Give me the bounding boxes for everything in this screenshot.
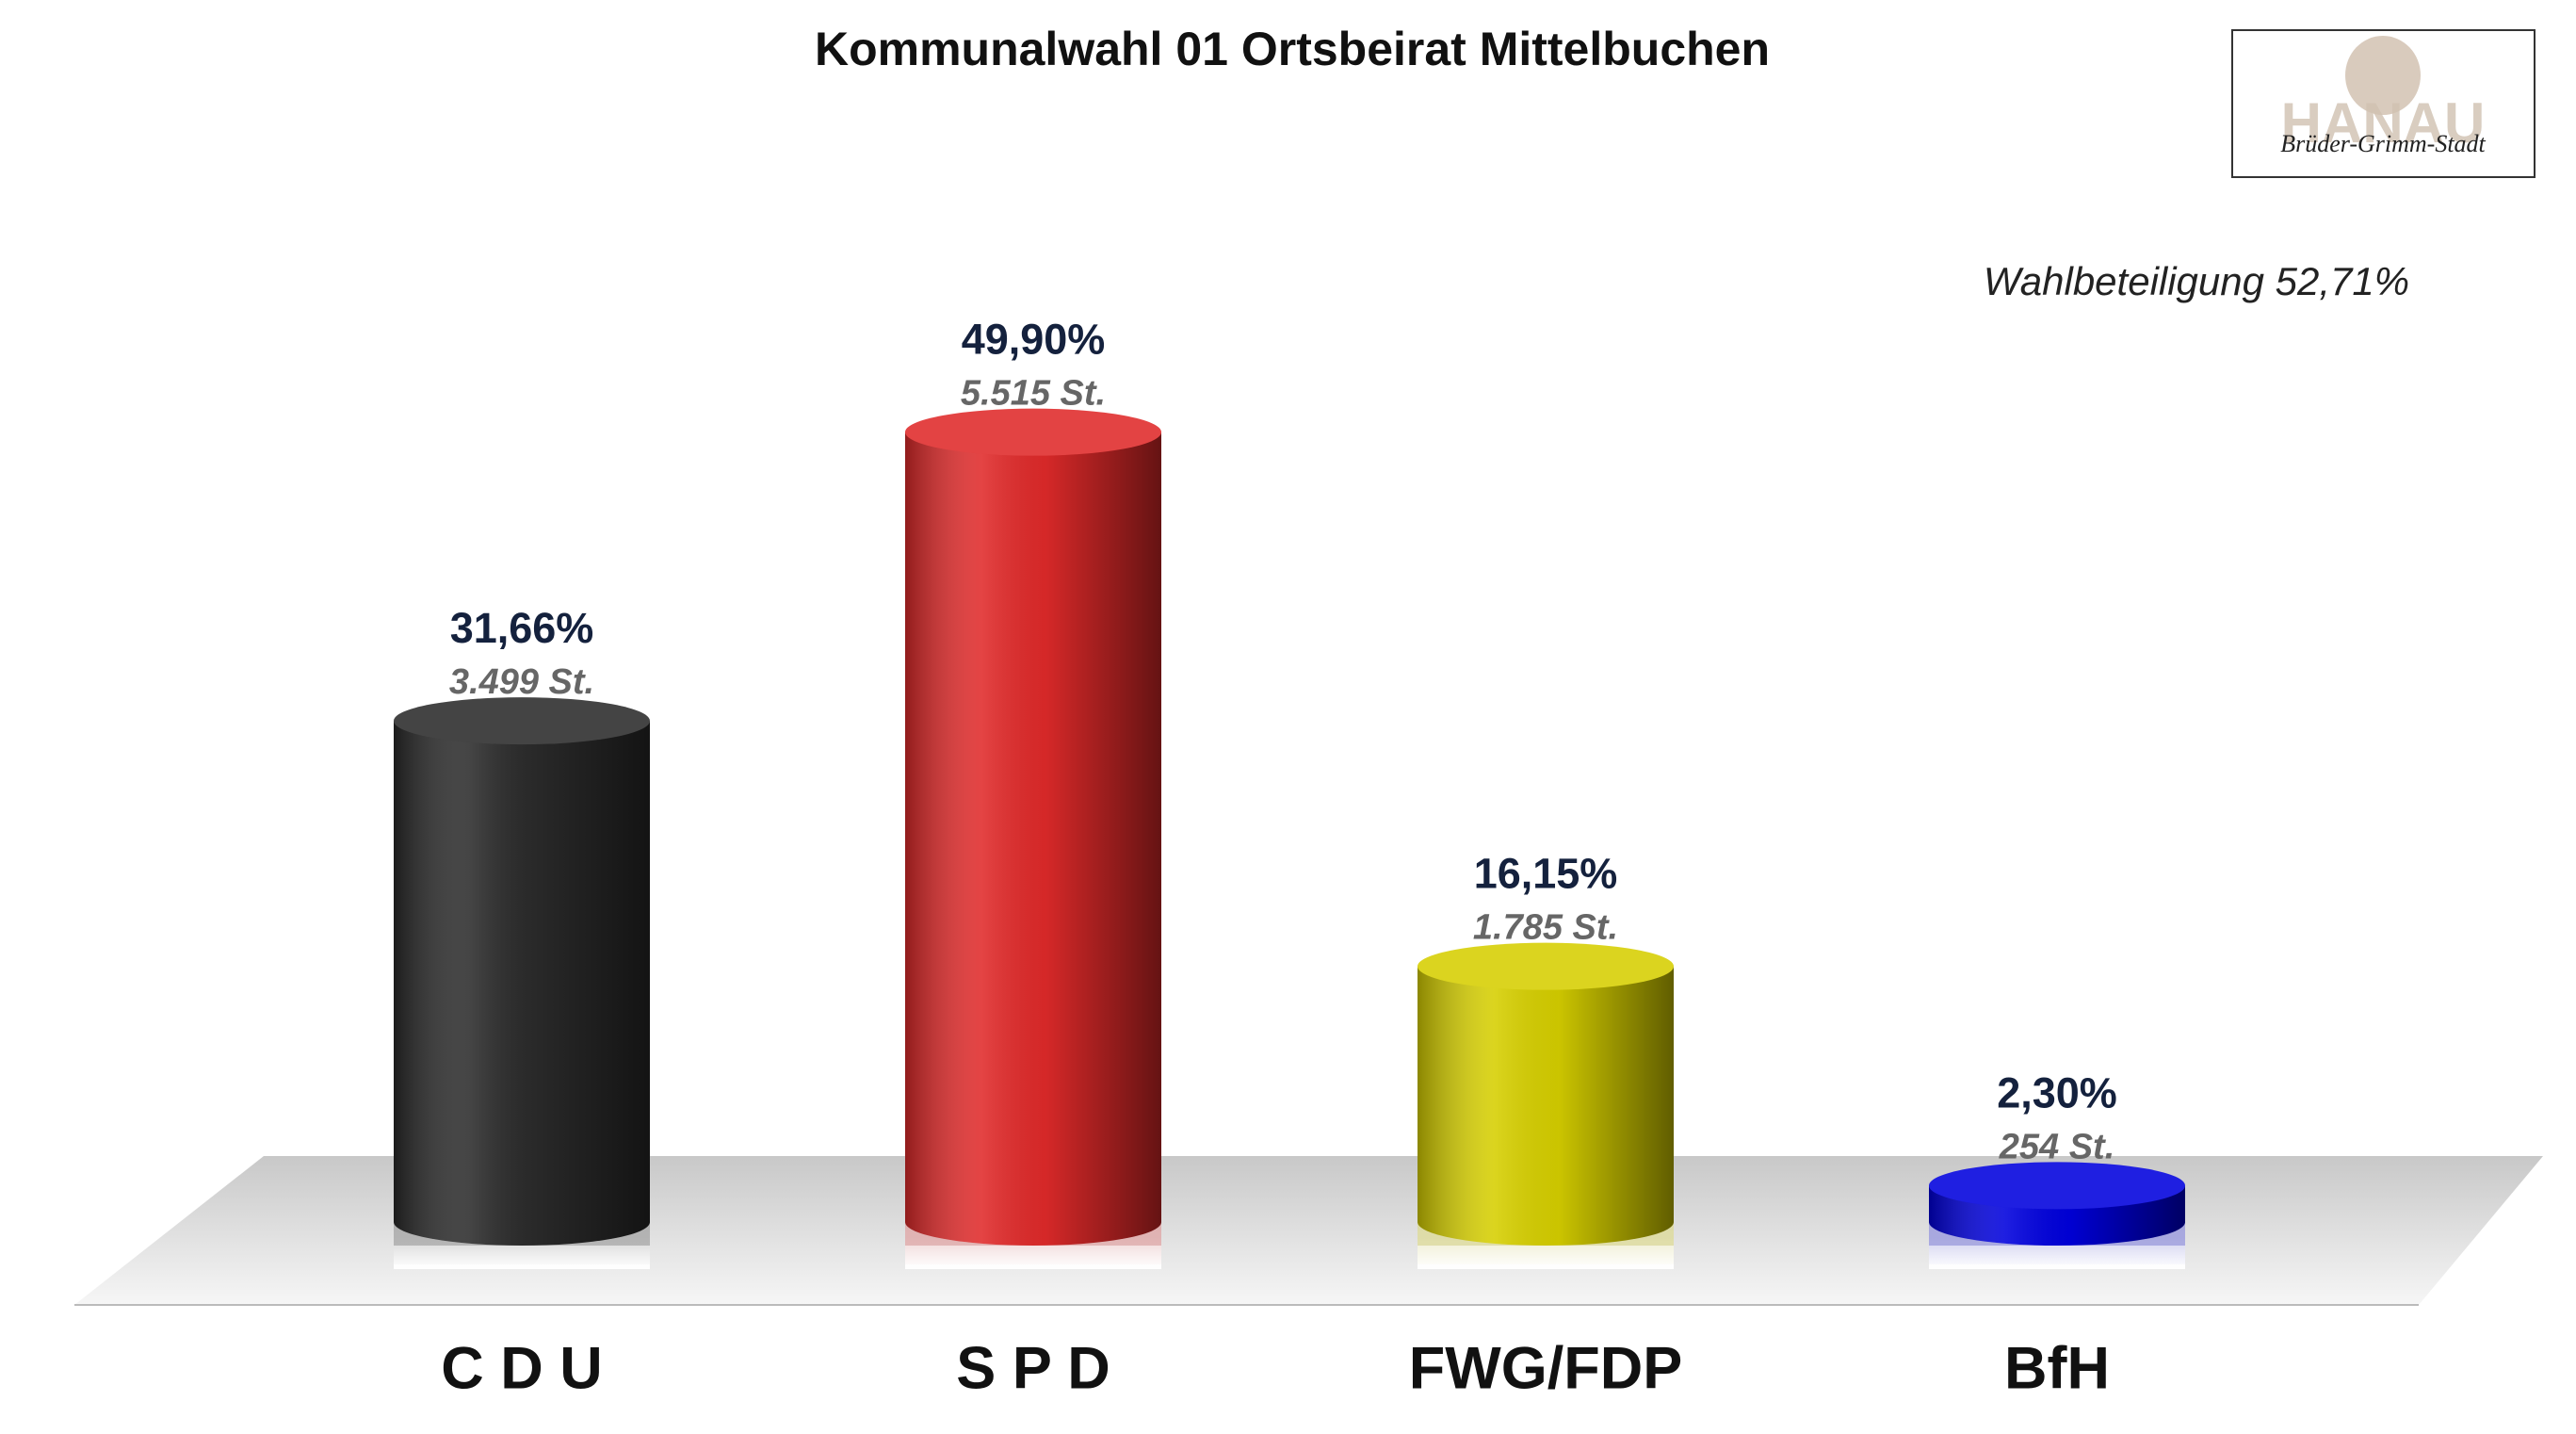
floor <box>74 1156 2543 1305</box>
value-label: 49,90% <box>962 316 1106 364</box>
x-tick-label: S P D <box>956 1336 1110 1402</box>
bar-top-shade <box>1418 942 1674 990</box>
reflection-fade <box>1929 1246 2185 1269</box>
bar-shade <box>1418 966 1674 1246</box>
x-tick-label: BfH <box>2004 1336 2110 1402</box>
logo-subtitle: Brüder-Grimm-Stadt <box>2280 130 2486 157</box>
vote-label: 254 St. <box>1999 1127 2115 1166</box>
logo-text: HANAU <box>2281 91 2486 155</box>
bar-top-shade <box>394 697 650 745</box>
logo-portrait <box>2345 36 2421 115</box>
bar-top-shade <box>905 408 1161 456</box>
vote-label: 1.785 St. <box>1473 908 1618 948</box>
reflection-fade <box>394 1246 650 1269</box>
bar-top <box>1418 942 1674 990</box>
bar-top-shade <box>1929 1162 2185 1210</box>
logo: HANAU Brüder-Grimm-Stadt <box>2231 29 2535 178</box>
bar-shade <box>905 432 1161 1246</box>
value-label: 2,30% <box>1997 1068 2117 1116</box>
x-tick-label: FWG/FDP <box>1409 1336 1682 1402</box>
bar-top <box>394 697 650 745</box>
chart-title: Kommunalwahl 01 Ortsbeirat Mittelbuchen <box>815 23 1770 75</box>
annotation: Wahlbeteiligung 52,71% <box>1984 259 2409 303</box>
reflection-fade <box>905 1246 1161 1269</box>
vote-label: 3.499 St. <box>449 662 594 702</box>
bar-top <box>1929 1162 2185 1210</box>
bar-top <box>905 408 1161 456</box>
x-tick-label: C D U <box>441 1336 603 1402</box>
reflection-fade <box>1418 1246 1674 1269</box>
value-label: 31,66% <box>450 604 594 652</box>
value-label: 16,15% <box>1474 850 1618 898</box>
vote-label: 5.515 St. <box>961 374 1106 414</box>
bar-shade <box>394 721 650 1246</box>
